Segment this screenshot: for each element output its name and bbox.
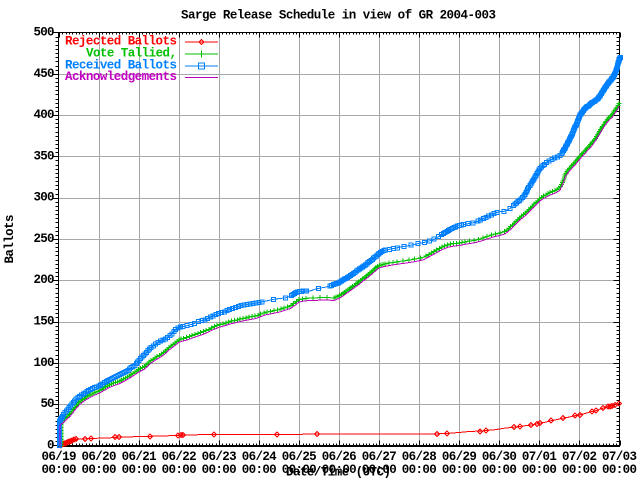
svg-text:06/25: 06/25 bbox=[282, 450, 317, 464]
svg-text:400: 400 bbox=[34, 108, 55, 122]
svg-text:350: 350 bbox=[34, 149, 55, 163]
svg-text:00:00: 00:00 bbox=[242, 463, 277, 477]
svg-text:450: 450 bbox=[34, 67, 55, 81]
svg-text:Ballots: Ballots bbox=[3, 215, 17, 264]
svg-text:07/03: 07/03 bbox=[602, 450, 637, 464]
svg-text:06/28: 06/28 bbox=[402, 450, 437, 464]
svg-text:500: 500 bbox=[34, 26, 55, 40]
svg-text:06/19: 06/19 bbox=[42, 450, 77, 464]
svg-text:200: 200 bbox=[34, 273, 55, 287]
svg-text:150: 150 bbox=[34, 315, 55, 329]
svg-text:00:00: 00:00 bbox=[202, 463, 237, 477]
svg-text:00:00: 00:00 bbox=[42, 463, 77, 477]
svg-text:00:00: 00:00 bbox=[162, 463, 197, 477]
svg-text:06/27: 06/27 bbox=[362, 450, 397, 464]
svg-text:00:00: 00:00 bbox=[402, 463, 437, 477]
svg-text:250: 250 bbox=[34, 232, 55, 246]
svg-text:06/22: 06/22 bbox=[162, 450, 197, 464]
svg-text:Received Ballots: Received Ballots bbox=[65, 59, 177, 73]
svg-text:06/23: 06/23 bbox=[202, 450, 237, 464]
svg-text:00:00: 00:00 bbox=[82, 463, 117, 477]
svg-text:06/29: 06/29 bbox=[442, 450, 477, 464]
svg-text:00:00: 00:00 bbox=[522, 463, 557, 477]
svg-text:00:00: 00:00 bbox=[442, 463, 477, 477]
svg-text:50: 50 bbox=[41, 397, 55, 411]
svg-text:00:00: 00:00 bbox=[602, 463, 637, 477]
svg-text:Vote Tallied,: Vote Tallied, bbox=[86, 47, 177, 61]
svg-text:06/24: 06/24 bbox=[242, 450, 277, 464]
svg-text:0: 0 bbox=[47, 438, 55, 452]
svg-text:00:00: 00:00 bbox=[122, 463, 157, 477]
svg-text:100: 100 bbox=[34, 356, 55, 370]
svg-text:300: 300 bbox=[34, 191, 55, 205]
svg-text:07/01: 07/01 bbox=[522, 450, 557, 464]
svg-text:00:00: 00:00 bbox=[362, 463, 397, 477]
svg-text:Date/Time (UTC): Date/Time (UTC) bbox=[286, 466, 391, 480]
svg-text:Acknowledgements: Acknowledgements bbox=[65, 70, 177, 84]
svg-text:00:00: 00:00 bbox=[562, 463, 597, 477]
svg-text:07/02: 07/02 bbox=[562, 450, 597, 464]
svg-text:Sarge Release Schedule in view: Sarge Release Schedule in view of GR 200… bbox=[181, 9, 496, 23]
svg-text:00:00: 00:00 bbox=[322, 463, 357, 477]
svg-text:00:00: 00:00 bbox=[482, 463, 517, 477]
svg-text:00:00: 00:00 bbox=[282, 463, 317, 477]
svg-text:06/20: 06/20 bbox=[82, 450, 117, 464]
svg-text:06/21: 06/21 bbox=[122, 450, 157, 464]
svg-text:Rejected Ballots: Rejected Ballots bbox=[65, 35, 177, 49]
svg-text:06/26: 06/26 bbox=[322, 450, 357, 464]
svg-text:06/30: 06/30 bbox=[482, 450, 517, 464]
